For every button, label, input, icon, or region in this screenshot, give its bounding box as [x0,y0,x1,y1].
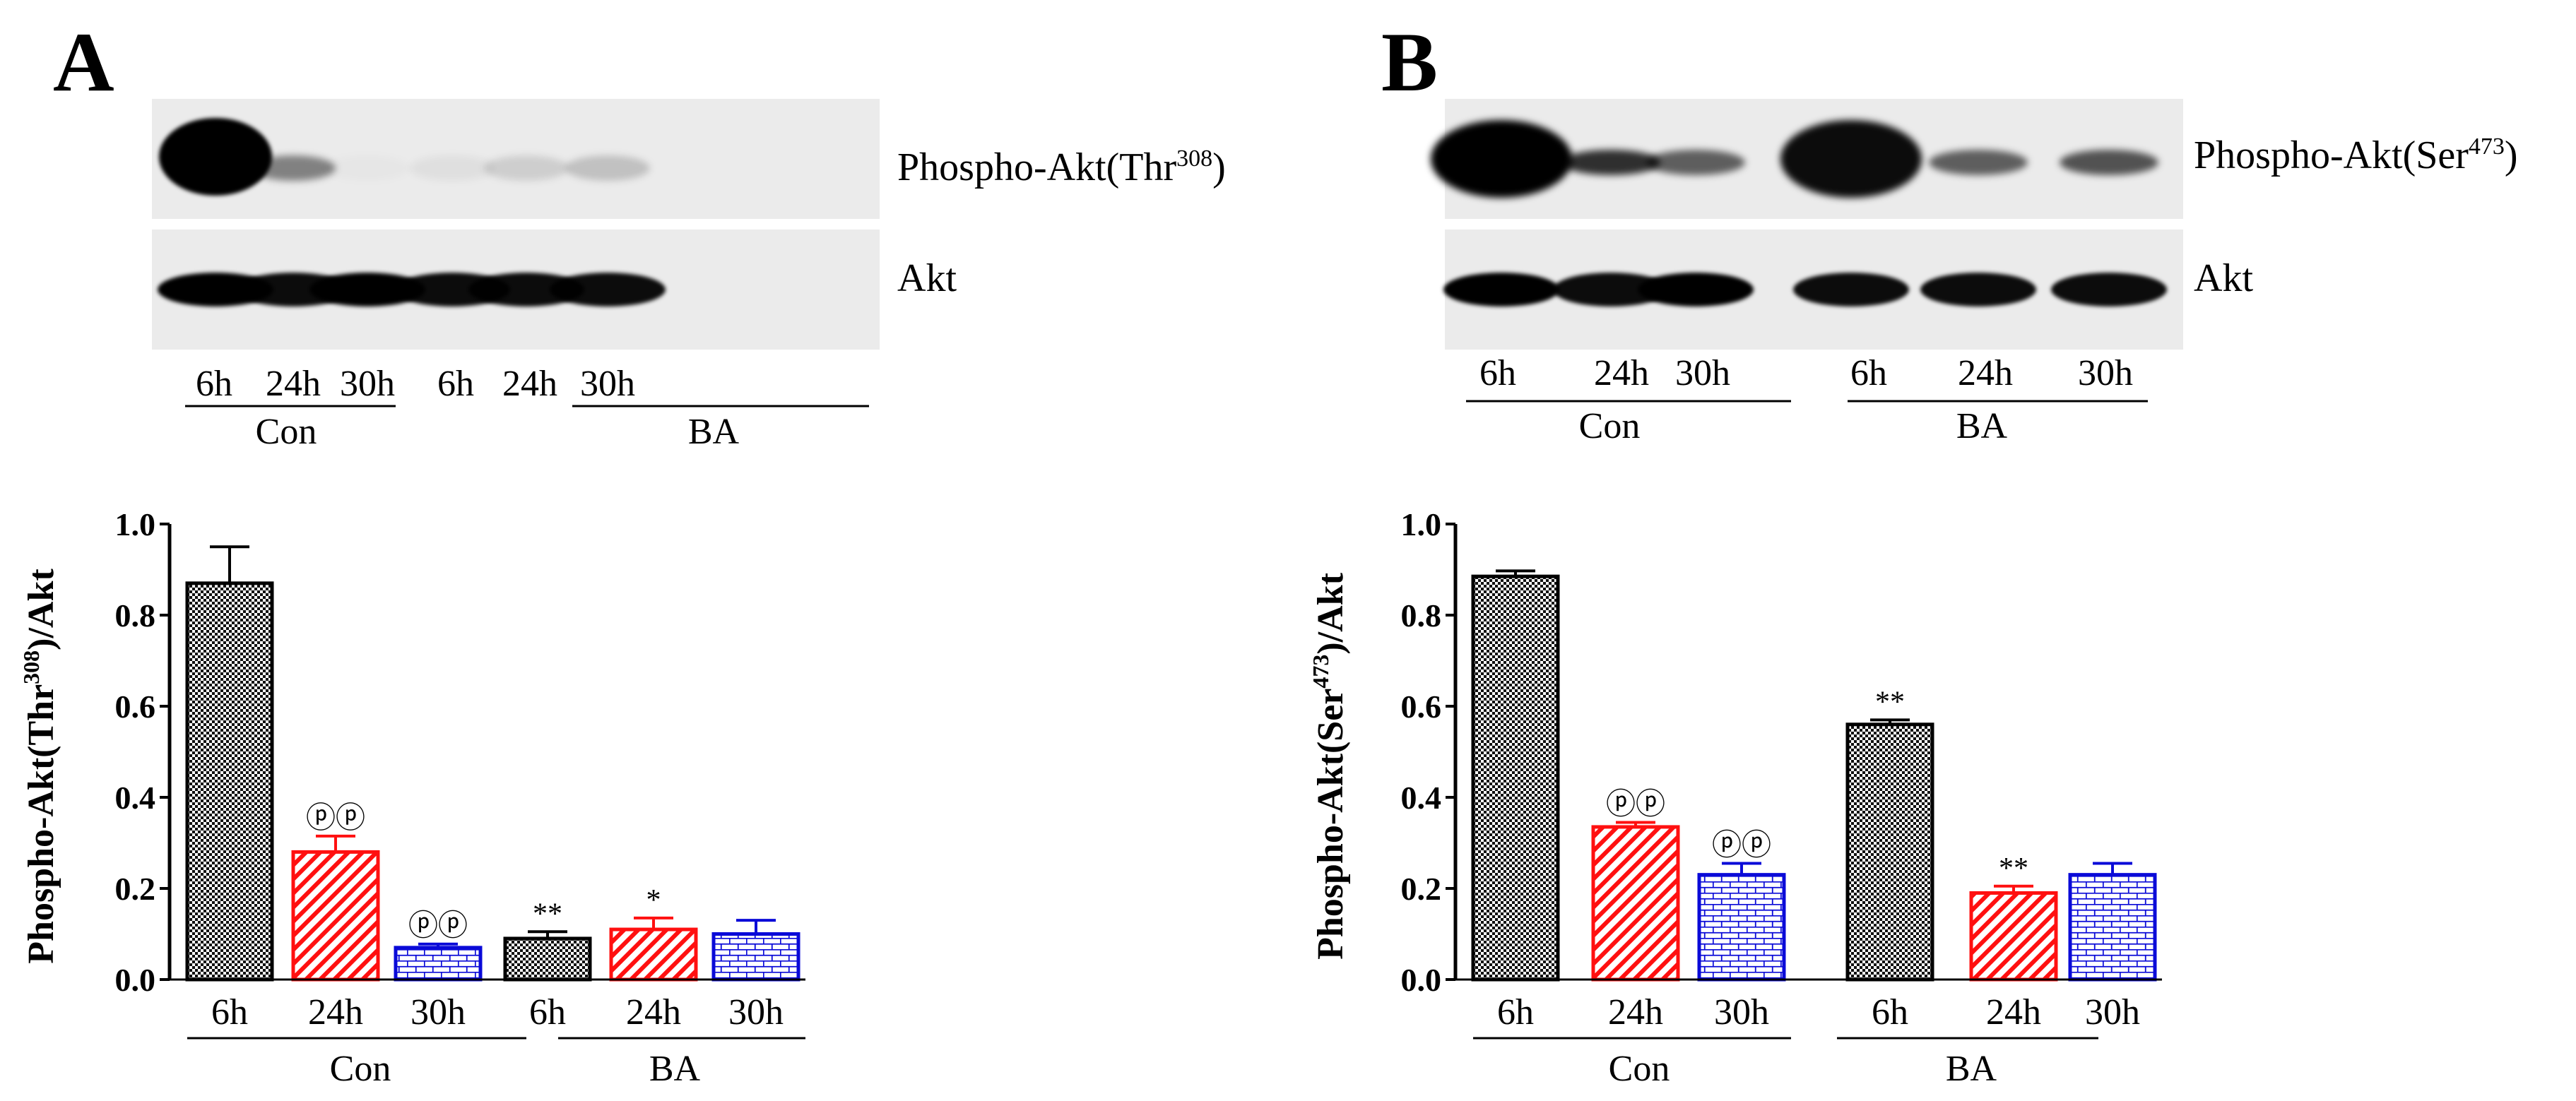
panel-a-x-tick-label: 30h [410,992,466,1032]
panel-b-blot-lane-label: 6h [1479,353,1516,393]
panel-b-blot-group-label: Con [1579,406,1641,446]
panel-a-akt-band [468,273,584,307]
panel-a-x-tick-label: 24h [308,992,363,1032]
panel-a-bar-chart: 0.0 0.2 0.4 0.6 0.8 1.0 6h ⓟⓟ 24h ⓟⓟ 30h ** 6h * 24h 30… [115,506,805,1089]
panel-b-bar [2068,873,2157,982]
panel-a-akt-band [309,273,425,307]
panel-a-bar [291,850,380,982]
panel-b-x-tick-label: 24h [1986,992,2041,1032]
panel-a-blot-group-label: BA [688,412,740,452]
panel-b-phospho-band [1929,150,2028,175]
panel-a-phospho-band [565,155,650,181]
panel-a-x-tick-label: 6h [529,992,566,1032]
panel-b-phospho-band [1431,120,1572,198]
panel-a-blot-lane-label: 24h [502,364,557,404]
panel-b-phospho-blot-label: Phospho-Akt(Ser473) [2194,133,2518,177]
panel-b-y-tick-label: 0.2 [1401,871,1442,907]
panel-b-bar-chart: 0.0 0.2 0.4 0.6 0.8 1.0 6h ⓟⓟ 24h ⓟⓟ 30h ** 6h ** 24h 3… [1401,506,2162,1089]
panel-a-phospho-band [410,155,495,181]
panel-b-phospho-band [1561,150,1660,175]
panel-a-x-tick-label: 30h [728,992,784,1032]
panel-a-significance-marker: * [646,884,661,917]
panel-a-y-tick-label: 0.6 [115,689,156,725]
panel-a-significance-marker: ** [533,898,562,930]
panel-b-y-axis-label: Phospho-Akt(Ser473)/Akt [1308,572,1351,960]
panel-b-akt-band [1793,273,1909,307]
panel-b-bar [1969,891,2058,982]
panel-b-western-blot: 6h 24h 30h 6h 24h 30h Con BA [1431,99,2183,446]
panel-b-significance-marker: ⓟⓟ [1712,830,1771,862]
panel-a-bar [503,936,592,982]
panel-b-akt-band [2051,273,2167,307]
panel-b-phospho-band [1780,120,1922,198]
panel-b-akt-band [1553,273,1669,307]
panel-b-phospho-band [1646,150,1745,175]
panel-a-y-tick-label: 0.4 [115,780,156,816]
panel-b-letter: B [1381,15,1438,109]
panel-a-y-tick-label: 0.0 [115,962,156,998]
panel-b-significance-marker: ⓟⓟ [1606,788,1665,821]
panel-a-letter: A [53,15,114,109]
panel-b-y-tick-label: 0.8 [1401,597,1442,633]
panel-b-blot-group-label: BA [1956,406,2008,446]
panel-a-significance-marker: ⓟⓟ [408,910,468,943]
panel-b-y-tick-label: 0.6 [1401,689,1442,725]
panel-b-blot-lane-label: 24h [1594,353,1649,393]
panel-b-group-label: Con [1609,1049,1670,1089]
panel-b-group-label: BA [1946,1049,1997,1089]
panel-a-y-axis-label: Phospho-Akt(Thr308)/Akt [18,569,61,964]
panel-a-phospho-band [159,118,272,196]
panel-b-blot-lane-label: 6h [1850,353,1887,393]
panel-a-bar [394,946,483,982]
panel-a-bar [711,932,800,982]
panel-a-phospho-band [325,155,410,181]
panel-b-x-tick-label: 30h [1714,992,1769,1032]
panel-a-y-tick-label: 1.0 [115,506,156,542]
panel-a-x-tick-label: 24h [626,992,681,1032]
panel-a-blot-lane-label: 30h [580,364,635,404]
panel-b-akt-band [1638,273,1754,307]
panel-a-group-label: Con [330,1049,391,1089]
panel-b-bar [1697,873,1786,982]
panel-a-significance-marker: ⓟⓟ [306,802,365,835]
panel-b-blot-lane-label: 30h [2078,353,2133,393]
panel-a-y-tick-label: 0.8 [115,597,156,633]
panel-a-phospho-band [484,155,569,181]
panel-b-y-tick-label: 1.0 [1401,506,1442,542]
panel-a-bar [185,581,274,982]
panel-b-y-tick-label: 0.4 [1401,780,1442,816]
panel-a-y-tick-label: 0.2 [115,871,156,907]
panel-a-blot-group-label: Con [256,412,317,452]
panel-a-blot-lane-label: 6h [196,364,232,404]
panel-b-significance-marker: ** [1999,852,2028,885]
panel-b-akt-band [1443,273,1559,307]
panel-a-akt-blot-label: Akt [897,256,957,300]
panel-b-x-tick-label: 24h [1608,992,1663,1032]
panel-a-blot-lane-label: 30h [340,364,395,404]
panel-a-blot-lane-label: 24h [266,364,321,404]
panel-b-bar [1845,722,1934,982]
panel-b-akt-band [1920,273,2036,307]
panel-b-y-tick-label: 0.0 [1401,962,1442,998]
panel-b-akt-blot-label: Akt [2194,256,2253,300]
panel-a-phospho-blot-label: Phospho-Akt(Thr308) [897,145,1226,189]
panel-b-x-tick-label: 30h [2085,992,2140,1032]
panel-a-group-label: BA [649,1049,701,1089]
panel-a-bar [609,927,698,982]
panel-b-phospho-band [2060,150,2158,175]
panel-a-blot-lane-label: 6h [437,364,474,404]
panel-b-bar [1471,574,1560,982]
panel-a-western-blot: 6h 24h 30h 6h 24h 30h Con BA [152,99,880,452]
panel-a-phospho-band [251,155,336,181]
panel-b-x-tick-label: 6h [1872,992,1908,1032]
panel-b-significance-marker: ** [1875,686,1905,718]
panel-b-blot-lane-label: 30h [1675,353,1730,393]
panel-a-akt-band [550,273,666,307]
panel-a-x-tick-label: 6h [211,992,248,1032]
panel-b-x-tick-label: 6h [1497,992,1534,1032]
panel-b-bar [1591,825,1680,982]
panel-b-blot-lane-label: 24h [1958,353,2013,393]
